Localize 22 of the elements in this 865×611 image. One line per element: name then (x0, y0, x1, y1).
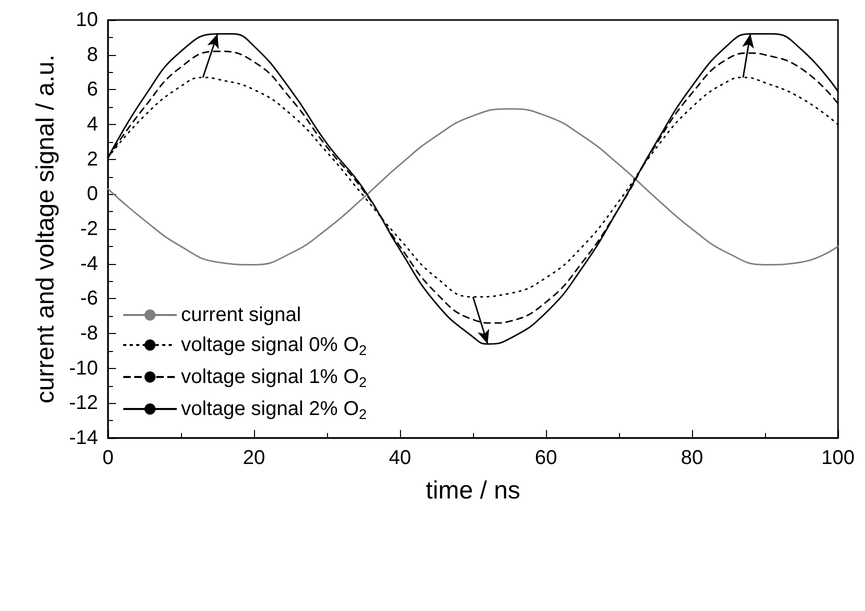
x-tick-label: 100 (821, 447, 855, 469)
y-tick-label: 0 (86, 183, 98, 206)
y-tick-label: -10 (69, 357, 98, 380)
y-tick-label: -12 (69, 392, 98, 414)
y-axis-title: current and voltage signal / a.u. (32, 54, 60, 404)
x-tick-label: 0 (102, 447, 114, 469)
y-tick-label: 10 (76, 9, 98, 31)
x-tick-label: 40 (388, 447, 412, 469)
y-tick-label: -6 (80, 288, 98, 310)
y-tick-label: 8 (86, 44, 98, 66)
legend-label: current signal (181, 304, 302, 326)
y-tick-label: -4 (80, 252, 98, 275)
y-tick-label: -2 (80, 218, 98, 240)
y-tick-label: -8 (80, 322, 98, 344)
y-tick-label: 4 (86, 114, 98, 136)
x-tick-label: 20 (242, 447, 266, 469)
x-tick-label: 60 (534, 447, 558, 469)
y-tick-label: 6 (86, 78, 98, 101)
x-axis-title: time / ns (426, 476, 520, 504)
x-tick-label: 80 (680, 447, 704, 469)
y-tick-label: -14 (69, 427, 98, 449)
y-tick-label: 2 (86, 148, 98, 170)
